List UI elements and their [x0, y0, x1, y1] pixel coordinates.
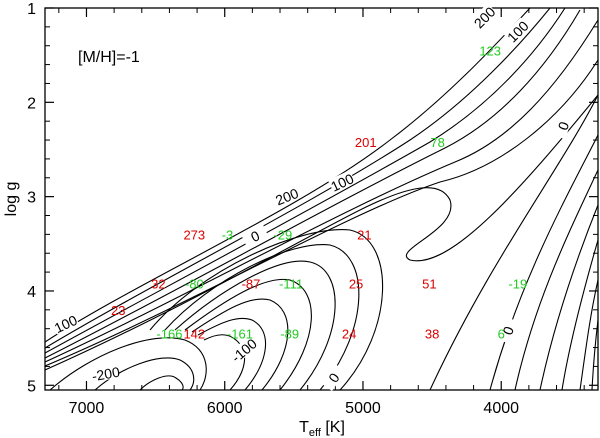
axis-ticks [45, 7, 598, 390]
contour-label-bg [92, 364, 119, 382]
value-label-green: 78 [430, 135, 444, 150]
value-label-green: -29 [273, 227, 292, 242]
contour-line [191, 298, 289, 390]
contour-line [45, 19, 598, 363]
contour-label: 200 [273, 185, 301, 209]
contour-line [514, 169, 598, 390]
value-label-green: -166 [156, 326, 182, 341]
contour-label: -200 [91, 364, 122, 385]
contour-label-bg [51, 311, 80, 335]
x-tick-label: 5000 [345, 400, 381, 417]
contour-label-bg [496, 316, 518, 344]
value-label-red: 32 [151, 276, 165, 291]
value-label-red: 21 [357, 227, 371, 242]
contour-line [539, 204, 598, 390]
contour-label-bg [240, 223, 269, 247]
value-label-red: 51 [422, 276, 436, 291]
contour-line [45, 8, 551, 349]
value-label-red: -87 [242, 276, 261, 291]
x-axis-title: Teff [K] [299, 419, 345, 438]
contour-label-bg [272, 184, 301, 207]
contour-line [489, 134, 598, 390]
contour-label-bg [503, 17, 531, 45]
value-labels: 123 201 78 273 -3 -29 21 32 -80 -87 -111 25 51 -19 23 -… [111, 43, 527, 341]
contour-line [197, 317, 266, 390]
value-label-red: 273 [183, 227, 205, 242]
y-tick-label: 5 [27, 378, 36, 395]
contour-line [174, 260, 336, 390]
y-tick-label: 4 [27, 284, 36, 301]
x-tick-label: 4000 [483, 400, 519, 417]
value-label-green: -161 [227, 326, 253, 341]
contour-line [45, 8, 531, 343]
contour-line [184, 278, 312, 390]
value-label-red: 25 [349, 276, 363, 291]
value-label-green: -111 [279, 276, 303, 291]
contour-line [45, 9, 581, 359]
contour-line [591, 319, 598, 390]
contour-label-bg [327, 170, 356, 194]
metallicity-annotation: [M/H]=-1 [78, 49, 140, 66]
contour-line [45, 59, 598, 367]
value-label-green: -80 [185, 276, 204, 291]
contour-label-bg [229, 336, 258, 363]
value-label-green: -19 [508, 276, 527, 291]
value-label-green: -89 [280, 326, 299, 341]
value-label-red: 24 [342, 326, 356, 341]
contour-label: 100 [504, 18, 532, 46]
contour-label-bg [470, 3, 498, 31]
contour-line [45, 8, 566, 354]
contour-label-bg [551, 111, 574, 140]
value-label-red: 201 [355, 135, 377, 150]
x-tick-label: 6000 [207, 400, 243, 417]
y-axis-title: log g [3, 182, 20, 217]
contour-line [139, 375, 184, 390]
contour-line [149, 229, 384, 390]
value-label-red: 38 [425, 326, 439, 341]
plot-frame [44, 7, 599, 391]
y-tick-label: 3 [27, 190, 36, 207]
contour-label: 100 [328, 170, 356, 194]
contour-line [561, 239, 598, 390]
contour-line [164, 244, 360, 390]
contour-label-bg [320, 363, 346, 392]
contour-line [49, 337, 207, 390]
x-tick-label: 7000 [69, 400, 105, 417]
y-tick-label: 2 [27, 95, 36, 112]
value-label-red: 142 [183, 326, 205, 341]
contour-label: 100 [52, 312, 80, 336]
contour-line [203, 334, 246, 390]
y-tick-label: 1 [27, 1, 36, 18]
value-label-red: 23 [111, 303, 125, 318]
contour-line [429, 94, 598, 390]
value-label-green: -3 [222, 227, 234, 242]
contour-line [45, 94, 598, 371]
value-label-green: 123 [479, 43, 501, 58]
value-label-green: 6 [498, 326, 505, 341]
contour-lines [45, 8, 598, 390]
